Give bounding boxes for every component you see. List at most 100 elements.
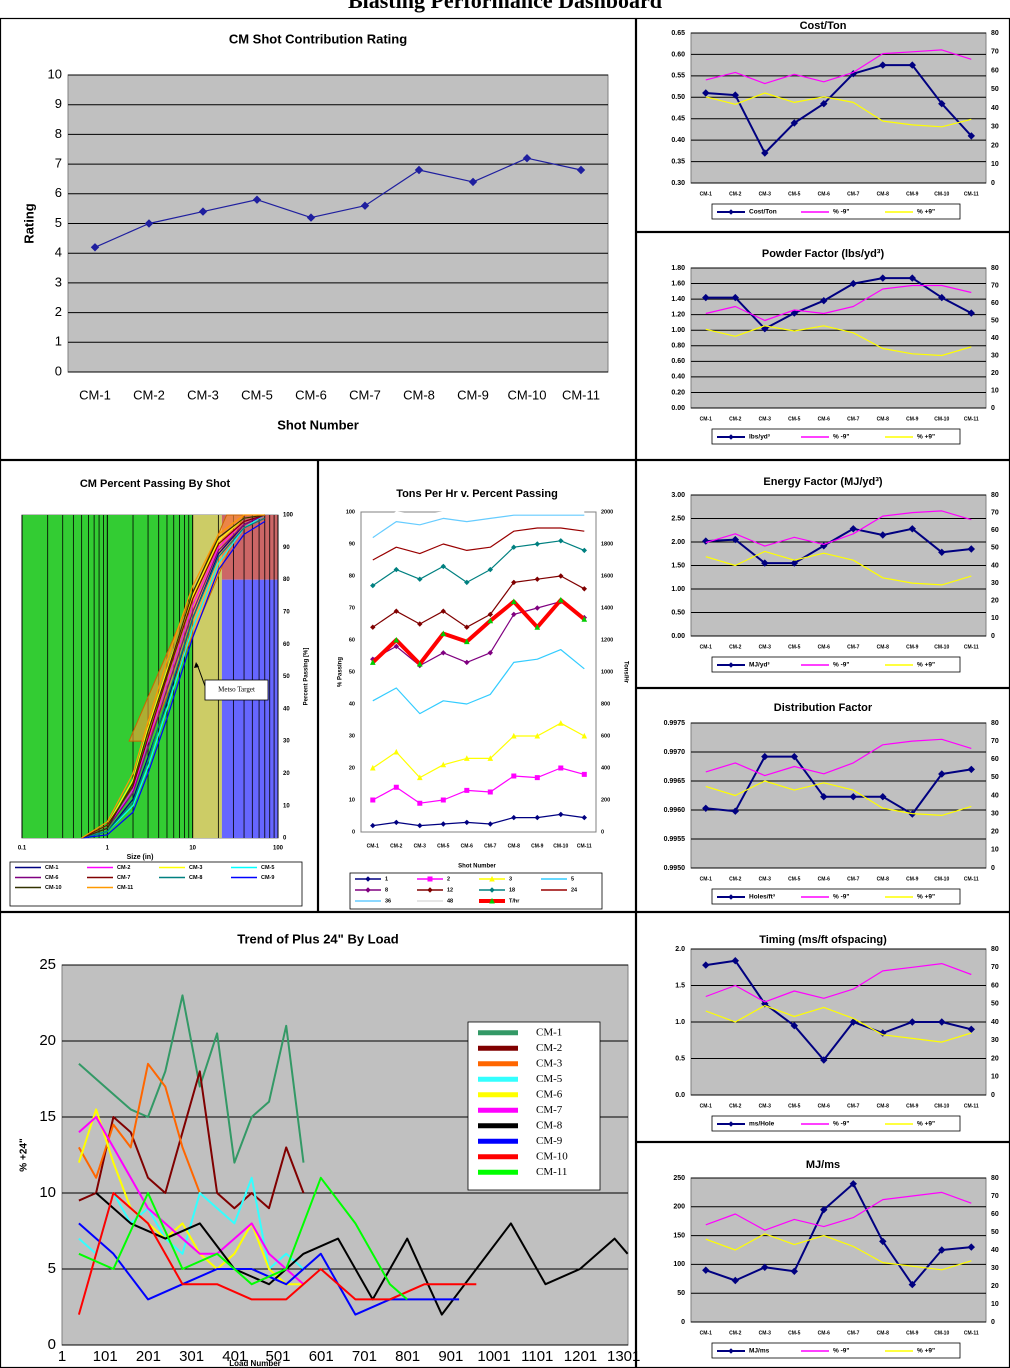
legend-label: CM-7	[536, 1104, 563, 1116]
x-tick-label: 201	[136, 1348, 161, 1365]
y-tick-label: 15	[39, 1108, 56, 1125]
legend-marker	[728, 434, 734, 440]
y-tick-label: 9	[55, 96, 62, 111]
legend-marker	[489, 897, 495, 904]
x-tick-label: CM-3	[759, 1330, 771, 1336]
series-line	[705, 963, 972, 1003]
data-point	[879, 274, 887, 282]
data-point	[393, 608, 400, 614]
series-line	[705, 325, 972, 357]
series-line	[78, 1176, 305, 1270]
y-tick-label: 90	[283, 545, 290, 551]
legend-label: 2	[447, 876, 450, 882]
y2-tick-label: 1800	[601, 541, 613, 547]
data-point	[581, 771, 587, 777]
legend-marker	[427, 876, 433, 882]
x-tick-label: CM-11	[577, 843, 592, 849]
legend-label: CM-6	[45, 875, 58, 881]
legend-label: % +9"	[917, 1121, 935, 1128]
y-tick-label: 10	[283, 803, 290, 809]
y-tick-label: 0.50	[671, 94, 685, 101]
x-tick-label: 1001	[477, 1348, 510, 1365]
series-line	[371, 598, 586, 666]
data-point	[417, 800, 423, 806]
chart-title: Distribution Factor	[774, 702, 873, 714]
y2-tick-label: 1400	[601, 605, 613, 611]
x-tick-label: 1101	[521, 1348, 553, 1365]
data-point	[511, 814, 517, 821]
legend-label: CM-8	[189, 875, 202, 881]
data-point	[581, 616, 588, 622]
x-tick-label: CM-8	[403, 387, 435, 402]
y-tick-label: 0.40	[671, 374, 685, 381]
data-point	[849, 1018, 858, 1026]
y2-tick-label: 30	[991, 1265, 999, 1272]
legend-label: CM-5	[261, 865, 274, 871]
legend-label: CM-10	[536, 1150, 568, 1162]
y2-tick-label: 40	[991, 1247, 999, 1254]
zone	[221, 579, 278, 838]
y-tick-label: 6	[55, 185, 62, 200]
y2-tick-label: 30	[991, 580, 999, 587]
x-tick-label: CM-9	[906, 416, 918, 422]
data-point	[967, 545, 976, 553]
x-tick-label: CM-9	[906, 1103, 918, 1109]
data-point	[440, 797, 446, 803]
legend-label: % +9"	[917, 1348, 935, 1355]
legend-label: CM-3	[536, 1057, 563, 1069]
x-tick-label: CM-1	[79, 387, 111, 402]
y-tick-label: 1.50	[671, 562, 685, 569]
series-line	[81, 517, 266, 839]
annotation: Metso Target	[218, 686, 255, 694]
data-point	[702, 89, 710, 97]
legend-label: CM-1	[536, 1026, 562, 1038]
x-tick-label: CM-11	[964, 644, 979, 650]
x-tick-label: 1301	[607, 1348, 640, 1365]
series-line	[81, 514, 266, 839]
series-line	[78, 1176, 408, 1301]
x-tick-label: CM-1	[700, 1330, 712, 1336]
series-line	[372, 649, 585, 715]
data-point	[731, 956, 740, 965]
data-point	[938, 548, 946, 557]
x-tick-label: CM-6	[818, 1103, 830, 1109]
y2-tick-label: 70	[991, 49, 999, 56]
data-point	[487, 789, 493, 795]
data-point	[702, 804, 710, 813]
x-tick-label: CM-3	[759, 1103, 771, 1109]
legend-label: CM-11	[117, 885, 133, 891]
x-tick-label: CM-11	[964, 1103, 979, 1109]
y-axis-label: % +24"	[19, 1138, 30, 1172]
x-tick-label: CM-5	[788, 1330, 800, 1336]
y-tick-label: 0.35	[671, 158, 685, 165]
legend-label: % +9"	[917, 662, 935, 669]
legend-marker	[427, 887, 433, 893]
y2-tick-label: 2000	[601, 509, 613, 515]
series-line	[372, 511, 585, 526]
series-line	[705, 284, 972, 322]
y2-tick-label: 50	[991, 317, 999, 324]
data-point	[790, 1267, 799, 1276]
x-tick-label: 1201	[564, 1348, 597, 1365]
series-line	[705, 49, 972, 85]
series-line	[705, 755, 972, 816]
data-point	[908, 1280, 917, 1289]
data-point	[879, 1237, 887, 1246]
y2-tick-label: 20	[991, 598, 999, 605]
x-tick-label: CM-6	[295, 387, 327, 402]
y2-tick-label: 20	[991, 1055, 999, 1062]
legend-marker	[489, 875, 495, 882]
y2-tick-label: 60	[991, 67, 999, 74]
y2-tick-label: 70	[991, 964, 999, 971]
data-point	[790, 752, 799, 761]
series-line	[78, 1062, 201, 1194]
x-tick-label: CM-5	[788, 191, 800, 197]
data-point	[761, 324, 769, 333]
y2-tick-label: 70	[991, 509, 999, 516]
y2-tick-label: 60	[991, 527, 999, 534]
data-point	[393, 566, 400, 573]
y-tick-label: 0.9950	[664, 865, 686, 872]
data-point	[369, 764, 376, 771]
y-tick-label: 0.00	[671, 405, 685, 412]
data-point	[761, 1263, 769, 1272]
